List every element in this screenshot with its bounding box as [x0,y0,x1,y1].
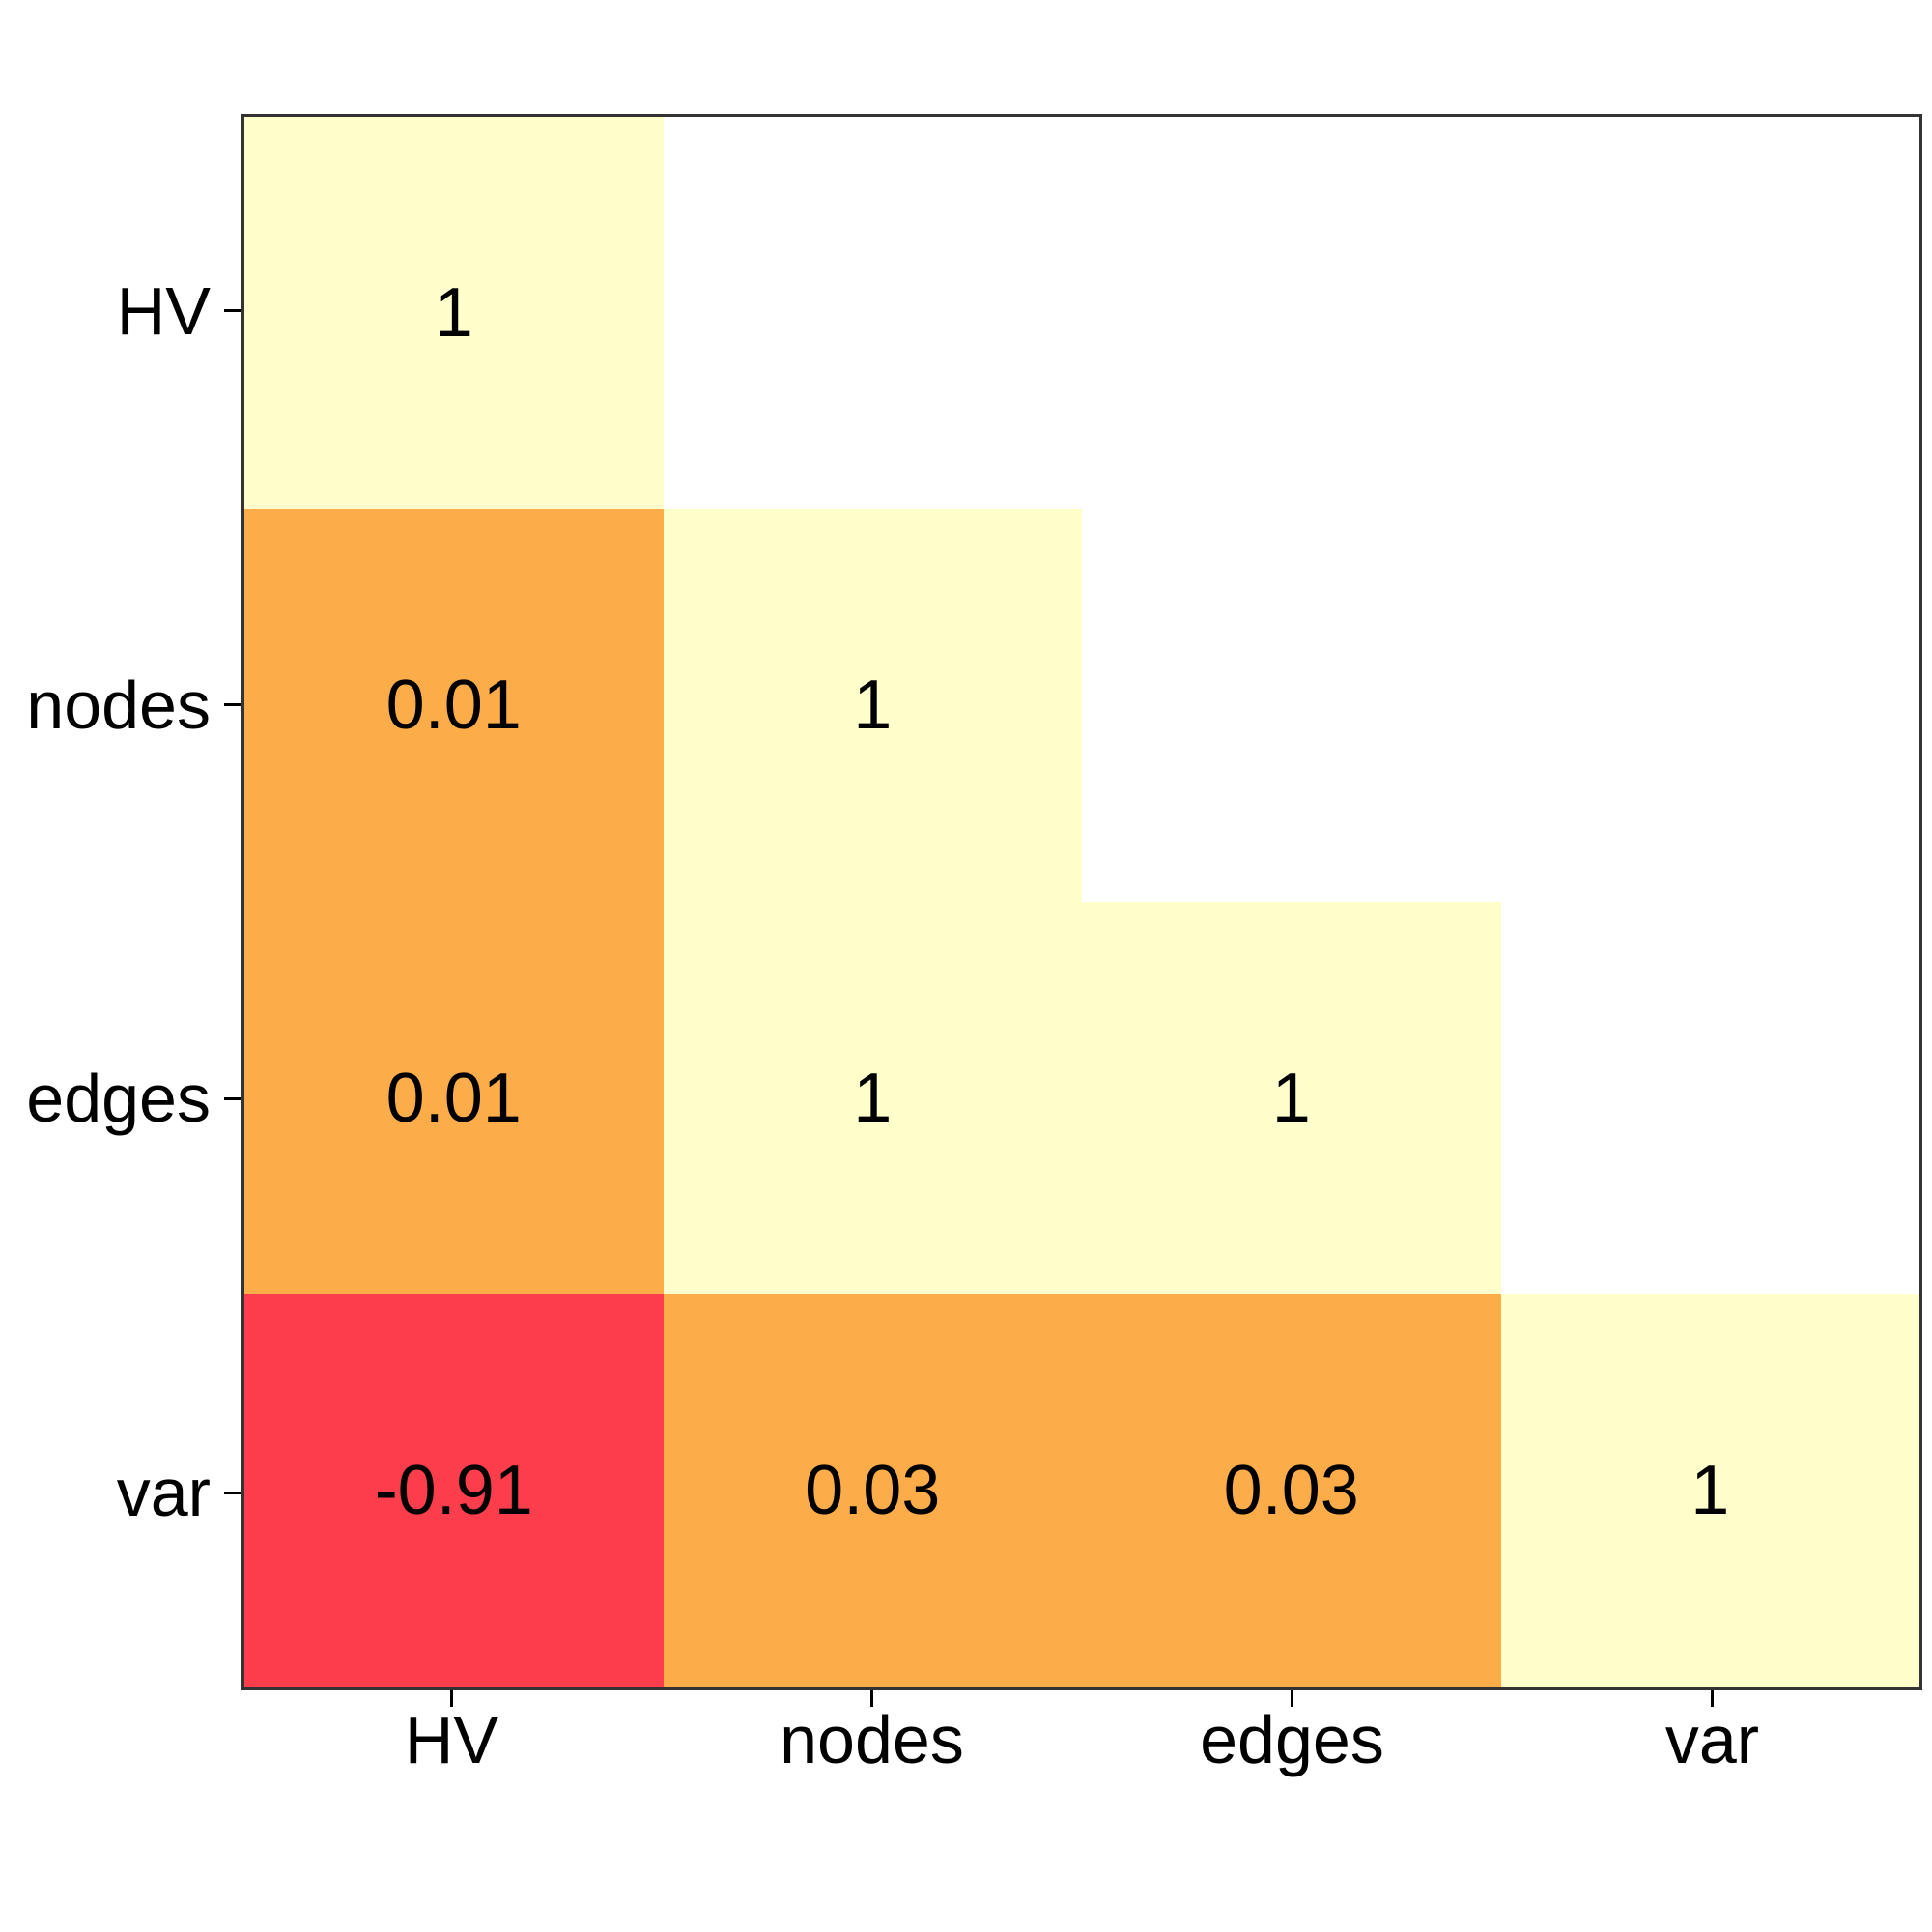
y-tick-mark [224,1096,242,1100]
cell-HV-HV: 1 [244,117,664,510]
x-tick-label-nodes: nodes [780,1702,964,1777]
cell-HV-var [1500,117,1919,510]
cell-edges-HV: 0.01 [244,901,664,1294]
cell-value: 1 [434,274,473,353]
cell-HV-edges [1082,117,1501,510]
cell-value: 0.01 [385,667,522,745]
x-tick-mark [870,1690,873,1707]
cell-edges-var [1500,901,1919,1294]
cell-value: 0.01 [385,1059,522,1137]
cell-value: 0.03 [1223,1451,1359,1529]
cell-nodes-var [1500,509,1919,902]
cell-var-nodes: 0.03 [663,1293,1082,1687]
y-tick-label-edges: edges [26,1061,211,1137]
cell-edges-edges: 1 [1082,901,1501,1294]
cell-nodes-edges [1082,509,1501,902]
cell-value: 1 [1271,1059,1311,1137]
x-tick-label-var: var [1664,1702,1760,1777]
cell-nodes-HV: 0.01 [244,509,664,902]
cell-edges-nodes: 1 [663,901,1082,1294]
y-tick-label-var: var [116,1455,211,1531]
plot-panel: 1 0.01 1 0.01 1 1 -0.91 0.03 0.03 1 [242,114,1922,1690]
x-tick-label-edges: edges [1200,1702,1384,1777]
x-tick-mark [1711,1690,1714,1707]
cell-var-HV: -0.91 [244,1293,664,1687]
cell-value: 0.03 [805,1451,941,1529]
y-tick-mark [224,703,242,707]
x-tick-label-HV: HV [404,1702,499,1777]
cell-value: -0.91 [374,1451,533,1529]
cell-nodes-nodes: 1 [663,509,1082,902]
cell-value: 1 [853,667,893,745]
cell-value: 1 [853,1059,893,1137]
cell-var-edges: 0.03 [1082,1293,1501,1687]
y-tick-mark [224,309,242,313]
y-tick-label-nodes: nodes [26,667,211,743]
x-tick-mark [450,1690,453,1707]
y-tick-mark [224,1491,242,1494]
cell-value: 1 [1690,1451,1730,1529]
cell-var-var: 1 [1500,1293,1919,1687]
cell-HV-nodes [663,117,1082,510]
x-tick-mark [1291,1690,1293,1707]
y-tick-label-HV: HV [116,272,211,349]
